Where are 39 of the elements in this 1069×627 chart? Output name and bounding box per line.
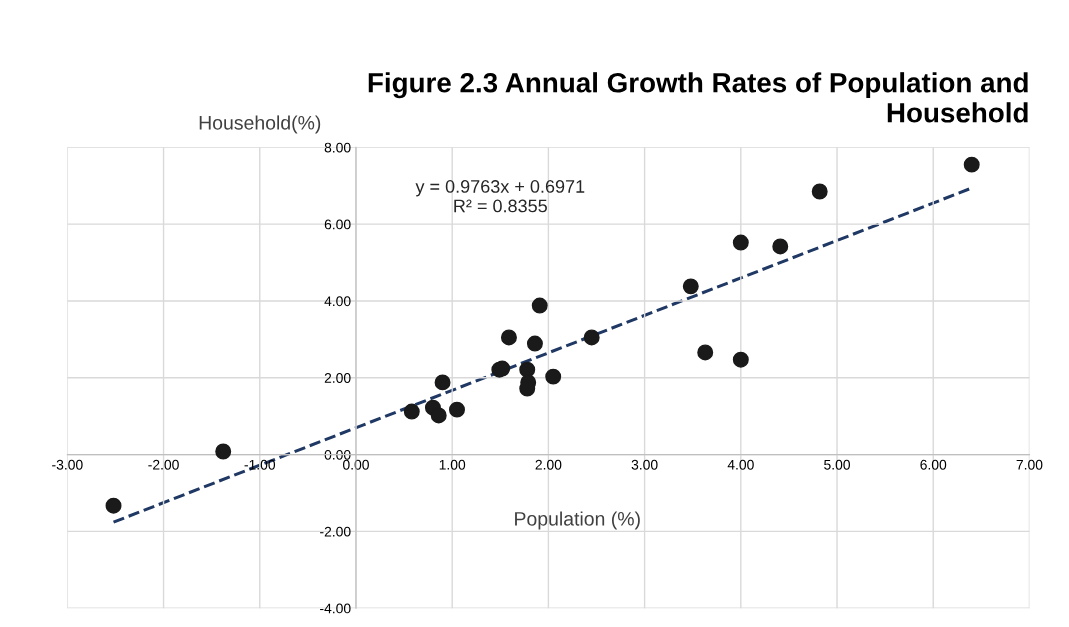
- point: [430, 407, 447, 424]
- x-tick-label: 2.00: [535, 459, 562, 470]
- x-tick-label: 4.00: [727, 459, 754, 470]
- point: [697, 344, 714, 361]
- point: [682, 278, 699, 295]
- y-tick-label: -4.00: [320, 603, 351, 614]
- x-tick-label: 0.00: [343, 459, 369, 470]
- x-tick-label: -2.00: [148, 459, 179, 470]
- chart-title: Figure 2.3 Annual Growth Rates of Population and Household: [368, 72, 1028, 123]
- x-tick-label: -3.00: [52, 459, 83, 470]
- point: [963, 156, 980, 173]
- point: [215, 443, 232, 460]
- point: [545, 368, 562, 385]
- point: [732, 234, 749, 251]
- y-tick-label: 2.00: [324, 373, 351, 383]
- point: [434, 374, 451, 391]
- point: [772, 238, 789, 255]
- x-tick-label: 7.00: [1016, 459, 1043, 470]
- y-tick-label: -2.00: [320, 526, 351, 537]
- x-tick-label: 5.00: [824, 459, 850, 470]
- y-tick-label: 6.00: [324, 219, 351, 230]
- x-axis-title: Population (%): [515, 511, 640, 530]
- point: [105, 497, 122, 514]
- point: [531, 297, 548, 314]
- annotation: y = 0.9763x + 0.6971 R² = 0.8355: [415, 180, 585, 213]
- point: [732, 351, 749, 368]
- x-tick-label: 6.00: [920, 459, 947, 470]
- point: [519, 361, 536, 378]
- x-tick-label: 3.00: [631, 459, 658, 470]
- y-axis-title: Household(%): [199, 115, 321, 134]
- point: [583, 329, 600, 346]
- x-tick-label: 1.00: [439, 459, 466, 470]
- y-tick-label: 8.00: [324, 142, 351, 153]
- point: [500, 329, 517, 346]
- point: [811, 183, 828, 200]
- point: [403, 403, 420, 420]
- point: [449, 401, 465, 418]
- y-tick-label: 4.00: [324, 296, 351, 307]
- point: [526, 335, 543, 352]
